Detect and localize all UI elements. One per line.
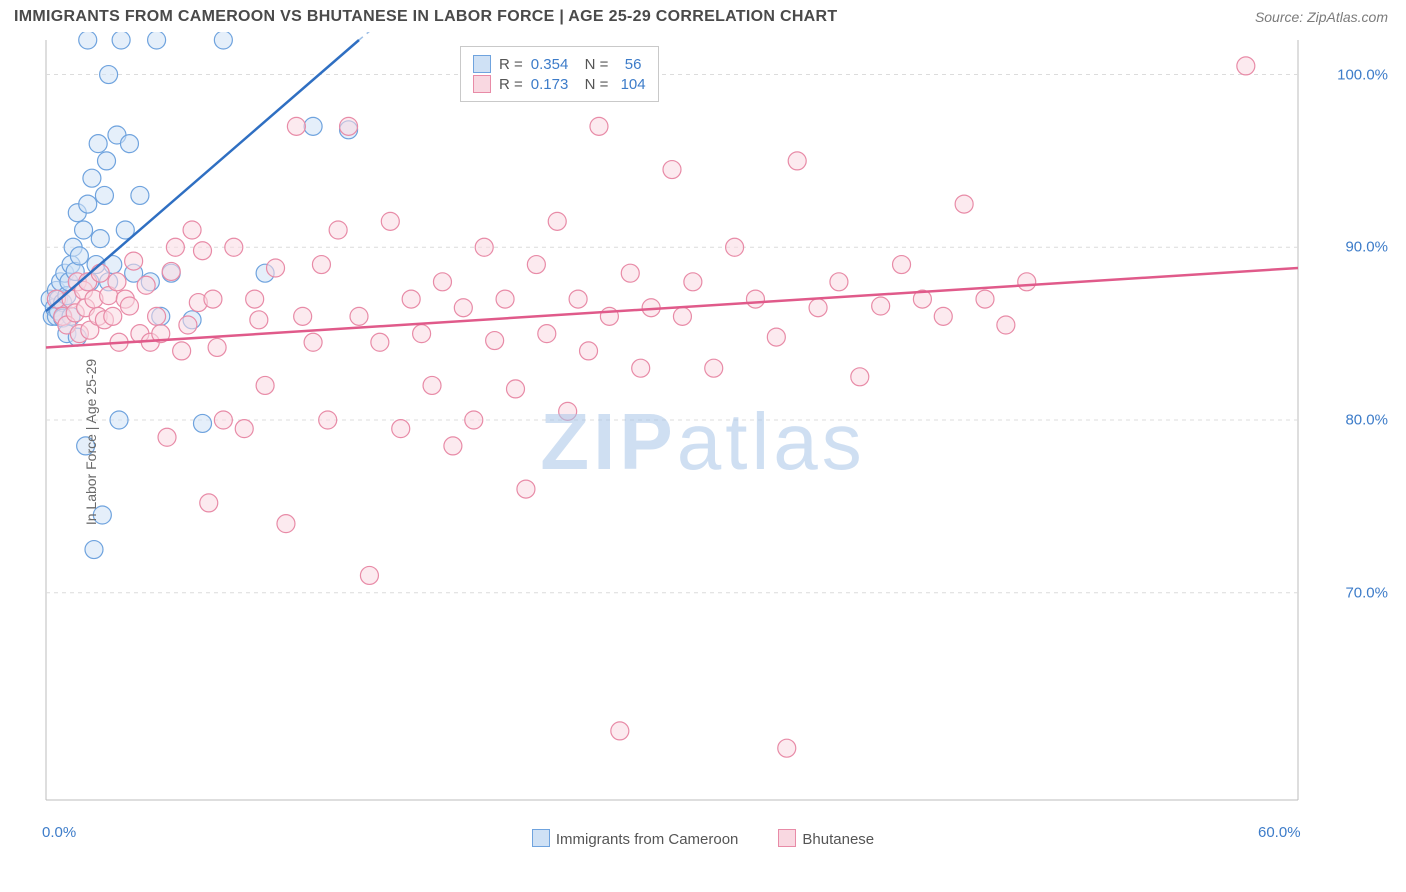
- stats-row-bhutanese: R =0.173 N = 104: [473, 75, 646, 93]
- correlation-stats-box: R =0.354 N = 56 R =0.173 N = 104: [460, 46, 659, 102]
- y-tick-label: 90.0%: [1345, 239, 1388, 256]
- legend: Immigrants from Cameroon Bhutanese: [0, 829, 1406, 852]
- stats-row-cameroon: R =0.354 N = 56: [473, 55, 646, 73]
- chart-source: Source: ZipAtlas.com: [1255, 9, 1388, 25]
- y-tick-label: 80.0%: [1345, 412, 1388, 429]
- scatter-plot-svg: [0, 32, 1406, 852]
- chart-area: In Labor Force | Age 25-29 ZIPatlas R =0…: [0, 32, 1406, 852]
- legend-item: Immigrants from Cameroon: [532, 829, 739, 848]
- chart-header: IMMIGRANTS FROM CAMEROON VS BHUTANESE IN…: [0, 0, 1406, 32]
- legend-item: Bhutanese: [778, 829, 874, 848]
- y-axis-label: In Labor Force | Age 25-29: [83, 359, 99, 525]
- chart-title: IMMIGRANTS FROM CAMEROON VS BHUTANESE IN…: [14, 8, 837, 26]
- y-tick-label: 100.0%: [1337, 66, 1388, 83]
- y-tick-label: 70.0%: [1345, 584, 1388, 601]
